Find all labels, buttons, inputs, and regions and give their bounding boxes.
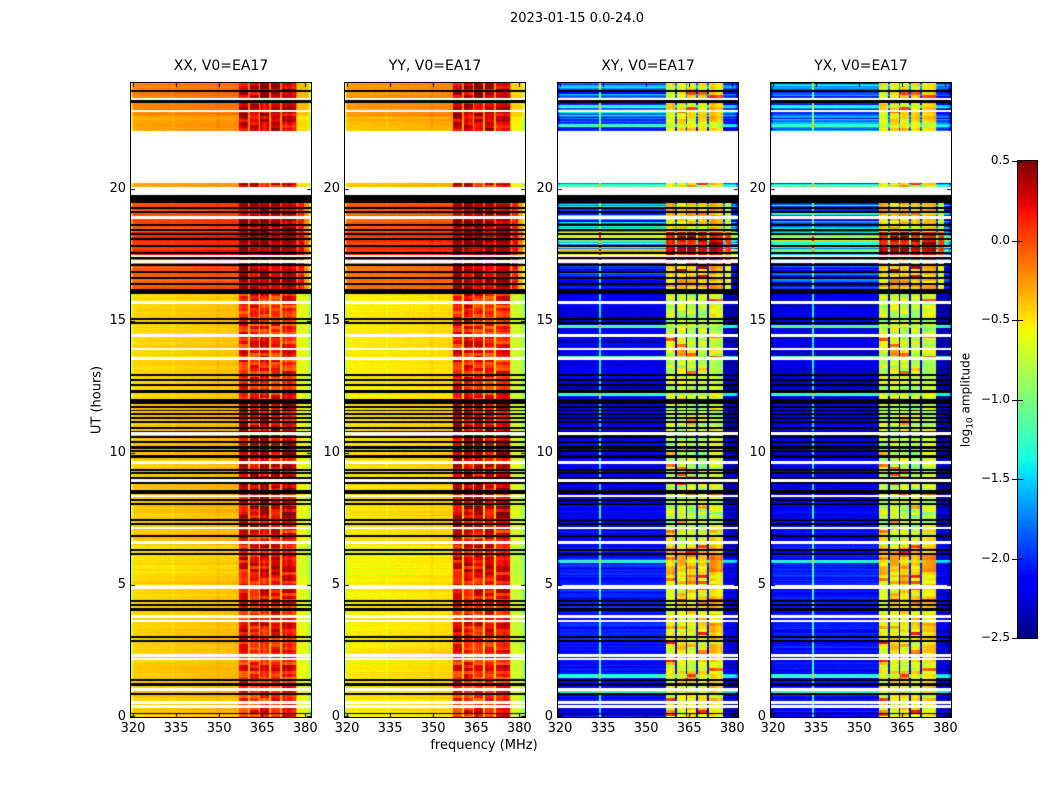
- panel-yx: [770, 82, 952, 718]
- y-axis-label: UT (hours): [89, 365, 105, 435]
- colorbar-tick-mark: [1012, 320, 1023, 321]
- y-tick-label: 15: [323, 312, 340, 328]
- colorbar-tick-mark: [1012, 241, 1023, 242]
- y-tick-label: 15: [109, 312, 126, 328]
- x-tick-label: 320: [120, 721, 146, 736]
- y-tick-label: 20: [536, 180, 553, 196]
- x-tick-label: 350: [633, 721, 659, 736]
- y-tick-label: 10: [749, 444, 766, 460]
- heatmap-canvas-yx: [771, 83, 951, 717]
- x-tick-label: 365: [889, 721, 915, 736]
- y-tick-label: 0: [544, 709, 553, 724]
- colorbar: [1017, 160, 1038, 639]
- x-tick-label: 380: [292, 721, 318, 736]
- colorbar-label-pre: log: [958, 428, 973, 448]
- x-tick-label: 365: [463, 721, 489, 736]
- panel-title-yy: YY, V0=EA17: [388, 58, 482, 74]
- x-tick-label: 320: [334, 721, 360, 736]
- colorbar-tick-mark: [1012, 161, 1023, 162]
- colorbar-tick-label: −1.0: [980, 392, 1010, 406]
- y-tick-label: 0: [117, 709, 126, 724]
- colorbar-tick-label: −0.5: [980, 312, 1010, 326]
- y-tick-label: 15: [749, 312, 766, 328]
- colorbar-label-sub: 10: [965, 417, 976, 429]
- x-axis-label: frequency (MHz): [430, 738, 538, 753]
- y-tick-label: 20: [109, 180, 126, 196]
- y-tick-label: 20: [749, 180, 766, 196]
- y-tick-label: 5: [757, 576, 766, 592]
- y-tick-label: 15: [536, 312, 553, 328]
- x-tick-label: 350: [420, 721, 446, 736]
- x-tick-label: 380: [932, 721, 958, 736]
- y-tick-label: 10: [109, 444, 126, 460]
- x-tick-label: 335: [377, 721, 403, 736]
- colorbar-label-post: amplitude: [958, 352, 973, 418]
- panel-title-yx: YX, V0=EA17: [814, 58, 908, 74]
- y-tick-label: 10: [536, 444, 553, 460]
- heatmap-canvas-xy: [558, 83, 738, 717]
- colorbar-label: log10 amplitude: [958, 353, 975, 447]
- figure-title: 2023-01-15 0.0-24.0: [510, 11, 644, 26]
- colorbar-tick-label: −2.5: [980, 630, 1010, 644]
- y-tick-label: 5: [331, 576, 340, 592]
- colorbar-canvas: [1018, 161, 1037, 638]
- colorbar-tick-label: −2.0: [980, 551, 1010, 565]
- colorbar-tick-label: −1.5: [980, 471, 1010, 485]
- x-tick-label: 380: [506, 721, 532, 736]
- x-tick-label: 335: [803, 721, 829, 736]
- y-tick-label: 0: [331, 709, 340, 724]
- x-tick-label: 365: [676, 721, 702, 736]
- colorbar-tick-mark: [1012, 479, 1023, 480]
- colorbar-tick-mark: [1012, 559, 1023, 560]
- y-tick-label: 5: [544, 576, 553, 592]
- colorbar-tick-mark: [1012, 638, 1023, 639]
- x-tick-label: 320: [760, 721, 786, 736]
- panel-yy: [344, 82, 526, 718]
- x-tick-label: 350: [846, 721, 872, 736]
- panel-xy: [557, 82, 739, 718]
- colorbar-tick-label: 0.5: [990, 153, 1010, 167]
- heatmap-canvas-xx: [131, 83, 311, 717]
- y-tick-label: 10: [323, 444, 340, 460]
- panel-title-xy: XY, V0=EA17: [601, 58, 695, 74]
- colorbar-tick-mark: [1012, 400, 1023, 401]
- y-tick-label: 5: [117, 576, 126, 592]
- y-tick-label: 0: [757, 709, 766, 724]
- x-tick-label: 335: [163, 721, 189, 736]
- panel-xx: [130, 82, 312, 718]
- y-tick-label: 20: [323, 180, 340, 196]
- colorbar-tick-label: 0.0: [990, 233, 1010, 247]
- x-tick-label: 320: [547, 721, 573, 736]
- x-tick-label: 365: [249, 721, 275, 736]
- x-tick-label: 350: [206, 721, 232, 736]
- heatmap-canvas-yy: [345, 83, 525, 717]
- x-tick-label: 335: [590, 721, 616, 736]
- panel-title-xx: XX, V0=EA17: [173, 58, 269, 74]
- x-tick-label: 380: [719, 721, 745, 736]
